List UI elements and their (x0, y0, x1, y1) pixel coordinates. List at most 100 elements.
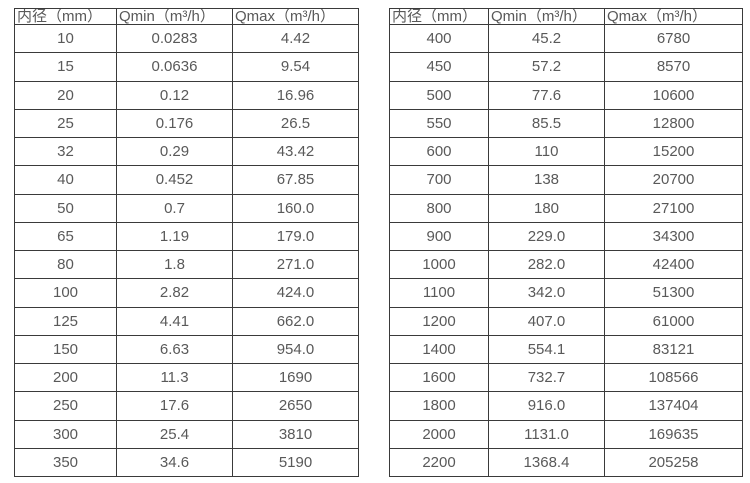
table-cell: 900 (389, 221, 489, 252)
table-row: 80 1.8 271.0 (14, 249, 359, 280)
column-header-diameter: 内径（mm） (389, 8, 489, 25)
table-cell: 600 (389, 136, 489, 167)
table-cell: 45.2 (488, 23, 605, 54)
table-cell: 732.7 (488, 362, 605, 393)
table-cell: 77.6 (488, 80, 605, 110)
table-row: 100 2.82 424.0 (14, 278, 359, 308)
table-cell: 9.54 (232, 52, 359, 82)
table-cell: 34.6 (116, 447, 233, 478)
column-header-qmax: Qmax（m³/h） (604, 8, 743, 25)
table-cell: 137404 (604, 391, 743, 421)
table-cell: 138 (488, 165, 605, 195)
table-cell: 424.0 (232, 278, 359, 308)
table-row: 500 77.6 10600 (389, 80, 743, 110)
table-cell: 4.42 (232, 23, 359, 54)
table-cell: 1.19 (116, 221, 233, 252)
table-row: 10 0.0283 4.42 (14, 23, 359, 54)
table-cell: 11.3 (116, 362, 233, 393)
table-cell: 800 (389, 193, 489, 223)
table-cell: 554.1 (488, 334, 605, 365)
table-row: 900 229.0 34300 (389, 221, 743, 252)
table-cell: 4.41 (116, 306, 233, 336)
table-row: 700 138 20700 (389, 165, 743, 195)
table-cell: 10 (14, 23, 117, 54)
table-row: 1800 916.0 137404 (389, 391, 743, 421)
table-cell: 0.0636 (116, 52, 233, 82)
column-header-qmin: Qmin（m³/h） (488, 8, 605, 25)
table-cell: 15200 (604, 136, 743, 167)
table-cell: 57.2 (488, 52, 605, 82)
table-row: 125 4.41 662.0 (14, 306, 359, 336)
table-cell: 662.0 (232, 306, 359, 336)
table-cell: 42400 (604, 249, 743, 280)
table-cell: 27100 (604, 193, 743, 223)
table-row: 400 45.2 6780 (389, 23, 743, 54)
table-row: 300 25.4 3810 (14, 419, 359, 449)
table-cell: 25 (14, 108, 117, 139)
table-cell: 26.5 (232, 108, 359, 139)
table-cell: 250 (14, 391, 117, 421)
table-cell: 2200 (389, 447, 489, 478)
table-cell: 400 (389, 23, 489, 54)
table-cell: 108566 (604, 362, 743, 393)
table-cell: 180 (488, 193, 605, 223)
table-body: 400 45.2 6780 450 57.2 8570 500 77.6 10600 550 85.… (389, 23, 743, 478)
table-cell: 916.0 (488, 391, 605, 421)
table-cell: 1000 (389, 249, 489, 280)
table-row: 350 34.6 5190 (14, 447, 359, 478)
table-cell: 1368.4 (488, 447, 605, 478)
table-cell: 1131.0 (488, 419, 605, 449)
table-cell: 15 (14, 52, 117, 82)
table-cell: 17.6 (116, 391, 233, 421)
table-row: 1600 732.7 108566 (389, 362, 743, 393)
table-cell: 32 (14, 136, 117, 167)
table-cell: 125 (14, 306, 117, 336)
table-cell: 0.452 (116, 165, 233, 195)
table-row: 20 0.12 16.96 (14, 80, 359, 110)
table-row: 800 180 27100 (389, 193, 743, 223)
table-cell: 43.42 (232, 136, 359, 167)
table-cell: 1690 (232, 362, 359, 393)
table-row: 50 0.7 160.0 (14, 193, 359, 223)
table-cell: 0.0283 (116, 23, 233, 54)
table-cell: 0.12 (116, 80, 233, 110)
table-row: 2000 1131.0 169635 (389, 419, 743, 449)
table-cell: 16.96 (232, 80, 359, 110)
table-cell: 342.0 (488, 278, 605, 308)
table-cell: 8570 (604, 52, 743, 82)
table-cell: 700 (389, 165, 489, 195)
table-header-row: 内径（mm） Qmin（m³/h） Qmax（m³/h） (389, 8, 743, 25)
table-row: 32 0.29 43.42 (14, 136, 359, 167)
table-cell: 100 (14, 278, 117, 308)
table-cell: 2650 (232, 391, 359, 421)
table-cell: 229.0 (488, 221, 605, 252)
table-row: 15 0.0636 9.54 (14, 52, 359, 82)
table-cell: 160.0 (232, 193, 359, 223)
flow-rate-table-small-diameters: 内径（mm） Qmin（m³/h） Qmax（m³/h） 10 0.0283 4.4… (14, 8, 359, 478)
table-row: 1100 342.0 51300 (389, 278, 743, 308)
table-row: 65 1.19 179.0 (14, 221, 359, 252)
table-cell: 1800 (389, 391, 489, 421)
table-cell: 6.63 (116, 334, 233, 365)
table-cell: 200 (14, 362, 117, 393)
table-cell: 50 (14, 193, 117, 223)
table-cell: 0.29 (116, 136, 233, 167)
table-cell: 550 (389, 108, 489, 139)
table-row: 550 85.5 12800 (389, 108, 743, 139)
table-row: 1400 554.1 83121 (389, 334, 743, 365)
table-cell: 2.82 (116, 278, 233, 308)
table-cell: 3810 (232, 419, 359, 449)
table-cell: 110 (488, 136, 605, 167)
table-row: 25 0.176 26.5 (14, 108, 359, 139)
table-row: 450 57.2 8570 (389, 52, 743, 82)
table-cell: 1400 (389, 334, 489, 365)
table-cell: 0.176 (116, 108, 233, 139)
table-cell: 80 (14, 249, 117, 280)
table-row: 150 6.63 954.0 (14, 334, 359, 365)
column-header-qmin: Qmin（m³/h） (116, 8, 233, 25)
table-cell: 1600 (389, 362, 489, 393)
table-body: 10 0.0283 4.42 15 0.0636 9.54 20 0.12 16.96 25 0.1… (14, 23, 359, 478)
table-row: 250 17.6 2650 (14, 391, 359, 421)
table-cell: 1100 (389, 278, 489, 308)
table-row: 600 110 15200 (389, 136, 743, 167)
